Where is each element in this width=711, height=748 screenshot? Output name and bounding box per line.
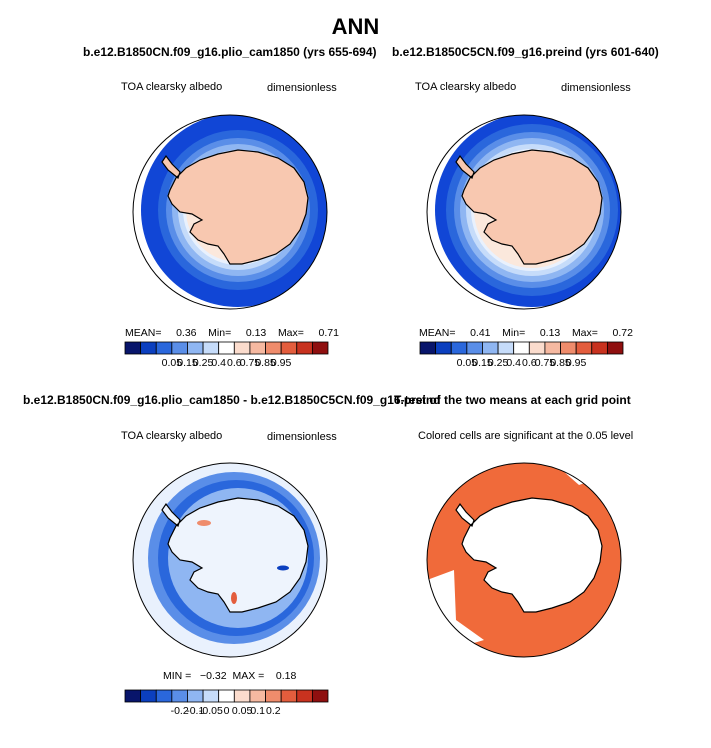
panel3-colorbar-tick-label: 0.2 (266, 705, 281, 717)
panel2-colorbar-tick-label: 0.75 (535, 357, 556, 369)
panel1-colorbar-tick-label: 0.05 (162, 357, 183, 369)
panel1-colorbar-cell (202, 341, 220, 355)
panel1-colorbar-tick-label: 0.25 (193, 357, 214, 369)
panel3-colorbar-tick-label: -0.05 (199, 705, 223, 717)
panel1-colorbar-cell (249, 341, 266, 355)
panel1-colorbar-cell (171, 341, 188, 355)
panel3-colorbar-cell (187, 689, 204, 703)
panel1-colorbar-cell (265, 341, 282, 355)
panel3-colorbar-cell (124, 689, 142, 703)
panel2-colorbar-cell (482, 341, 499, 355)
panel3-colorbar-cell (218, 689, 235, 703)
panel3-colorbar-cell (155, 689, 173, 703)
panel3-colorbar-cell (280, 689, 298, 703)
panel2-colorbar-cell (513, 341, 530, 355)
panel1-colorbar-cell (311, 341, 329, 355)
panel1-stats: MEAN= 0.36 Min= 0.13 Max= 0.71 (125, 327, 339, 339)
panel3-variable: TOA clearsky albedo (121, 430, 223, 442)
panel2-colorbar-cell (591, 341, 608, 355)
panel2-colorbar-cell (450, 341, 468, 355)
panel2-colorbar-tick-label: 0.6 (522, 357, 537, 369)
panel1-colorbar-cell (187, 341, 204, 355)
panel2-colorbar-cell (606, 341, 624, 355)
panel2-colorbar-cell (419, 341, 437, 355)
panel3-colorbar-tick-label: 0.05 (232, 705, 253, 717)
panel2-colorbar-cell (497, 341, 515, 355)
panel4-subtitle: Colored cells are significant at the 0.0… (418, 430, 634, 442)
panel2-map (435, 115, 621, 307)
panel2-colorbar-cell (560, 341, 577, 355)
panel3-units: dimensionless (267, 431, 337, 443)
panel2-map-border (426, 114, 622, 310)
panel1-colorbar-tick-label: 0.15 (177, 357, 198, 369)
panel3-map-border (132, 462, 328, 658)
panel3-colorbar-cell (171, 689, 188, 703)
panel4-map-border (426, 462, 622, 658)
panel3-colorbar-cell (311, 689, 329, 703)
panel1-colorbar-cell (296, 341, 313, 355)
panel1-colorbar-cell (124, 341, 142, 355)
panel3-colorbar-tick-label: 0.1 (250, 705, 265, 717)
panel1-colorbar-tick-label: 0.75 (240, 357, 261, 369)
panel1-colorbar-cell (155, 341, 173, 355)
panel1-colorbar-cell (233, 341, 251, 355)
panel2-colorbar-cell (528, 341, 546, 355)
panel2-colorbar-cell (544, 341, 561, 355)
panel2-colorbar-tick-label: 0.25 (488, 357, 509, 369)
panel2-colorbar-tick-label: 0.05 (457, 357, 478, 369)
panel2-colorbar-cell (435, 341, 452, 355)
panel3-colorbar-cell (249, 689, 266, 703)
panel2-colorbar-tick-label: 0.85 (550, 357, 571, 369)
panel2-colorbar-cell (575, 341, 593, 355)
panel3-case-title: b.e12.B1850CN.f09_g16.plio_cam1850 - b.e… (23, 393, 441, 407)
panel2-stats: MEAN= 0.41 Min= 0.13 Max= 0.72 (419, 327, 633, 339)
panel2-colorbar-tick-label: 0.4 (506, 357, 521, 369)
panel2-case-title: b.e12.B1850C5CN.f09_g16.preind (yrs 601-… (392, 45, 659, 59)
panel3-map (133, 463, 327, 657)
panel3-peninsula-anomaly (231, 592, 237, 604)
panel1-colorbar-tick-label: 0.6 (227, 357, 242, 369)
panel1-colorbar-cell (140, 341, 157, 355)
figure-title: ANN (331, 14, 380, 39)
panel1-units: dimensionless (267, 82, 337, 94)
panel1-variable: TOA clearsky albedo (121, 81, 223, 93)
panel1-case-title: b.e12.B1850CN.f09_g16.plio_cam1850 (yrs … (83, 45, 377, 59)
panel1-colorbar-cell (218, 341, 235, 355)
panel3-colorbar-cell (296, 689, 313, 703)
panel1-colorbar-tick-label: 0.4 (211, 357, 226, 369)
panel3-negative-anomaly (277, 565, 289, 571)
panel2-variable: TOA clearsky albedo (415, 81, 517, 93)
panel3-positive-anomaly (197, 520, 211, 526)
panel3-colorbar-tick-label: -0.2 (171, 705, 189, 717)
panel3-colorbar-tick-label: 0 (224, 705, 230, 717)
panel3-colorbar-cell (265, 689, 282, 703)
panel3-colorbar-cell (202, 689, 220, 703)
panel4-map (427, 463, 621, 657)
panel1-colorbar-tick-label: 0.95 (271, 357, 292, 369)
panel3-colorbar-cell (233, 689, 251, 703)
panel4-title: T-test of the two means at each grid poi… (394, 393, 631, 407)
panel2-units: dimensionless (561, 82, 631, 94)
panel2-colorbar-tick-label: 0.95 (566, 357, 587, 369)
panel1-map (141, 115, 327, 307)
panel3-colorbar-tick-label: -0.1 (186, 705, 204, 717)
panel3-colorbar-cell (140, 689, 157, 703)
panel2-colorbar-tick-label: 0.15 (472, 357, 493, 369)
panel2-colorbar-cell (466, 341, 483, 355)
panel3-stats: MIN = −0.32 MAX = 0.18 (163, 670, 297, 682)
panel1-map-border (132, 114, 328, 310)
panel1-colorbar-tick-label: 0.85 (255, 357, 276, 369)
panel1-colorbar-cell (280, 341, 298, 355)
